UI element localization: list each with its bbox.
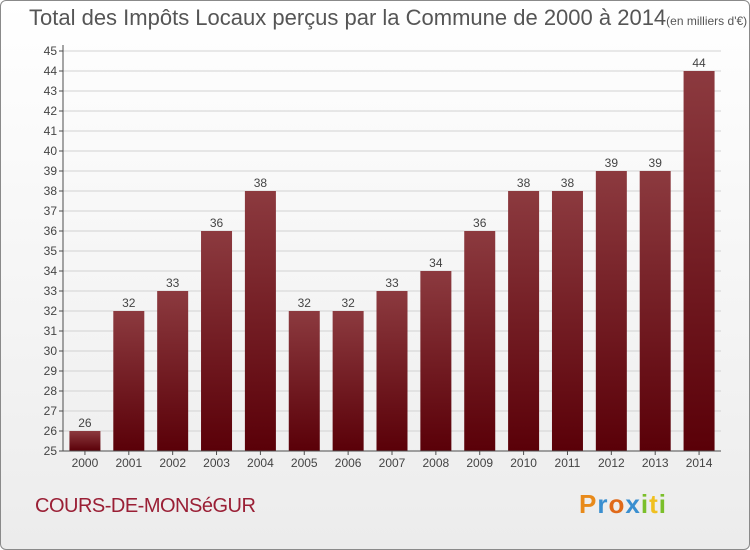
y-tick-label: 27 xyxy=(44,404,58,418)
y-tick-label: 30 xyxy=(44,344,58,358)
x-tick-label: 2013 xyxy=(642,456,669,470)
bar-value-label: 33 xyxy=(385,276,399,290)
y-tick-label: 37 xyxy=(44,204,58,218)
bar-value-label: 34 xyxy=(429,256,443,270)
bar xyxy=(551,191,583,451)
y-tick-label: 43 xyxy=(44,84,58,98)
bar xyxy=(508,191,540,451)
y-tick-label: 40 xyxy=(44,144,58,158)
y-tick-label: 26 xyxy=(44,424,58,438)
x-tick-label: 2006 xyxy=(335,456,362,470)
y-tick-label: 42 xyxy=(44,104,58,118)
x-tick-label: 2012 xyxy=(598,456,625,470)
bar xyxy=(464,231,496,451)
chart-title: Total des Impôts Locaux perçus par la Co… xyxy=(29,5,747,31)
y-tick-label: 41 xyxy=(44,124,58,138)
bar xyxy=(420,271,452,451)
commune-name: COURS-DE-MONSéGUR xyxy=(35,495,256,517)
y-tick-label: 28 xyxy=(44,384,58,398)
bar xyxy=(288,311,320,451)
x-tick-label: 2009 xyxy=(466,456,493,470)
bar xyxy=(332,311,364,451)
bar-value-label: 39 xyxy=(605,156,619,170)
logo-letter: t xyxy=(649,489,659,519)
x-tick-label: 2014 xyxy=(686,456,713,470)
bar xyxy=(69,431,101,451)
bar-value-label: 39 xyxy=(649,156,663,170)
axes xyxy=(59,45,721,455)
proxiti-logo: Proxiti xyxy=(579,489,667,520)
bar xyxy=(639,171,671,451)
y-tick-label: 33 xyxy=(44,284,58,298)
bar-value-label: 44 xyxy=(692,56,706,70)
chart-title-text: Total des Impôts Locaux perçus par la Co… xyxy=(29,5,667,30)
logo-letter: x xyxy=(625,489,641,519)
bars xyxy=(69,71,715,451)
bar-value-label: 38 xyxy=(517,176,531,190)
bar xyxy=(201,231,233,451)
bar-value-label: 36 xyxy=(473,216,487,230)
bar xyxy=(683,71,715,451)
y-tick-label: 45 xyxy=(44,44,58,58)
bar xyxy=(595,171,627,451)
x-tick-label: 2010 xyxy=(510,456,537,470)
x-tick-label: 2005 xyxy=(291,456,318,470)
bar xyxy=(244,191,276,451)
y-tick-label: 36 xyxy=(44,224,58,238)
x-tick-label: 2001 xyxy=(115,456,142,470)
y-tick-label: 44 xyxy=(44,64,58,78)
x-tick-label: 2000 xyxy=(72,456,99,470)
bar-value-label: 32 xyxy=(298,296,312,310)
bar-value-label: 32 xyxy=(122,296,136,310)
logo-letter: i xyxy=(640,489,650,519)
x-tick-label: 2003 xyxy=(203,456,230,470)
bar-value-label: 32 xyxy=(341,296,355,310)
labels: 25 26 27 28 29 30 31 32 33 34 35 36 37 38 39 40 41 42 43 44… xyxy=(44,44,713,470)
bar-value-label: 38 xyxy=(561,176,575,190)
y-tick-label: 31 xyxy=(44,324,58,338)
y-tick-label: 38 xyxy=(44,184,58,198)
bar xyxy=(157,291,189,451)
y-tick-label: 39 xyxy=(44,164,58,178)
bar-value-label: 36 xyxy=(210,216,224,230)
logo-letter: o xyxy=(608,489,626,519)
x-tick-label: 2002 xyxy=(159,456,186,470)
logo-letter: P xyxy=(579,489,598,519)
bar-value-label: 26 xyxy=(78,416,92,430)
x-tick-label: 2008 xyxy=(423,456,450,470)
logo-letter: r xyxy=(597,489,609,519)
x-tick-label: 2004 xyxy=(247,456,274,470)
logo-letter: i xyxy=(658,489,667,519)
bar-value-label: 33 xyxy=(166,276,180,290)
y-tick-label: 35 xyxy=(44,244,58,258)
bar xyxy=(113,311,145,451)
chart-unit-label: (en milliers d'€) xyxy=(666,14,748,28)
bar xyxy=(376,291,408,451)
y-tick-label: 34 xyxy=(44,264,58,278)
x-tick-label: 2011 xyxy=(555,456,581,470)
x-tick-label: 2007 xyxy=(379,456,406,470)
y-tick-label: 32 xyxy=(44,304,58,318)
y-tick-label: 25 xyxy=(44,444,58,458)
bar-value-label: 38 xyxy=(254,176,268,190)
y-tick-label: 29 xyxy=(44,364,58,378)
